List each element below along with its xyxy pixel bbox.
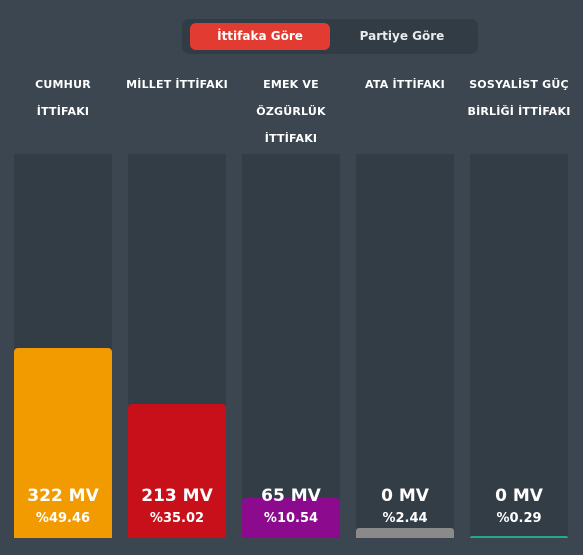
alliance-name: SOSYALİST GÜÇ BİRLİĞİ İTTİFAKI [460, 71, 578, 125]
vote-share-bar [470, 536, 568, 538]
vote-percentage: %35.02 [149, 511, 205, 526]
vote-share-bar [356, 528, 454, 538]
vote-percentage: %0.29 [496, 511, 542, 526]
alliance-name: ATA İTTİFAKI [346, 71, 464, 98]
vote-percentage: %10.54 [263, 511, 319, 526]
bar-track [242, 154, 340, 538]
seat-count: 213 MV [141, 486, 213, 506]
alliance-name-line: CUMHUR [35, 78, 91, 91]
alliance-column[interactable]: CUMHUR İTTİFAKI 322 MV %49.46 [14, 0, 112, 555]
seat-count: 65 MV [261, 486, 321, 506]
alliance-column[interactable]: MİLLET İTTİFAKI 213 MV %35.02 [126, 0, 228, 555]
bar-track [14, 154, 112, 538]
alliance-column[interactable]: EMEK VE ÖZGÜRLÜK İTTİFAKI 65 MV %10.54 [242, 0, 340, 555]
alliance-name: MİLLET İTTİFAKI [118, 71, 236, 98]
vote-percentage: %2.44 [382, 511, 428, 526]
alliance-name-line: İTTİFAKI [264, 132, 318, 145]
seat-count: 0 MV [381, 486, 429, 506]
alliance-name-line: ÖZGÜRLÜK [256, 105, 326, 118]
alliance-name-line: SOSYALİST GÜÇ [469, 78, 569, 91]
alliance-name: CUMHUR İTTİFAKI [4, 71, 122, 125]
vote-share-bar [14, 348, 112, 538]
alliance-name-line: ATA İTTİFAKI [365, 78, 445, 91]
alliance-name-line: EMEK VE [263, 78, 319, 91]
vote-share-bar [128, 404, 226, 538]
alliance-column[interactable]: ATA İTTİFAKI 0 MV %2.44 [356, 0, 454, 555]
alliance-name-line: İTTİFAKI [36, 105, 90, 118]
party-view-button[interactable]: Partiye Göre [359, 29, 445, 43]
seat-count: 0 MV [495, 486, 543, 506]
alliance-name: EMEK VE ÖZGÜRLÜK İTTİFAKI [232, 71, 350, 152]
vote-percentage: %49.46 [35, 511, 91, 526]
alliance-name-line: BİRLİĞİ İTTİFAKI [467, 105, 571, 118]
seat-count: 322 MV [27, 486, 99, 506]
alliance-view-button[interactable]: İttifaka Göre [190, 23, 330, 50]
alliance-column[interactable]: SOSYALİST GÜÇ BİRLİĞİ İTTİFAKI 0 MV %0.2… [467, 0, 570, 555]
bar-track [470, 154, 568, 538]
bar-track [128, 154, 226, 538]
bar-track [356, 154, 454, 538]
vote-share-bar [242, 498, 340, 538]
view-toggle: İttifaka Göre Partiye Göre [182, 19, 478, 54]
alliance-name-line: MİLLET İTTİFAKI [126, 78, 228, 91]
